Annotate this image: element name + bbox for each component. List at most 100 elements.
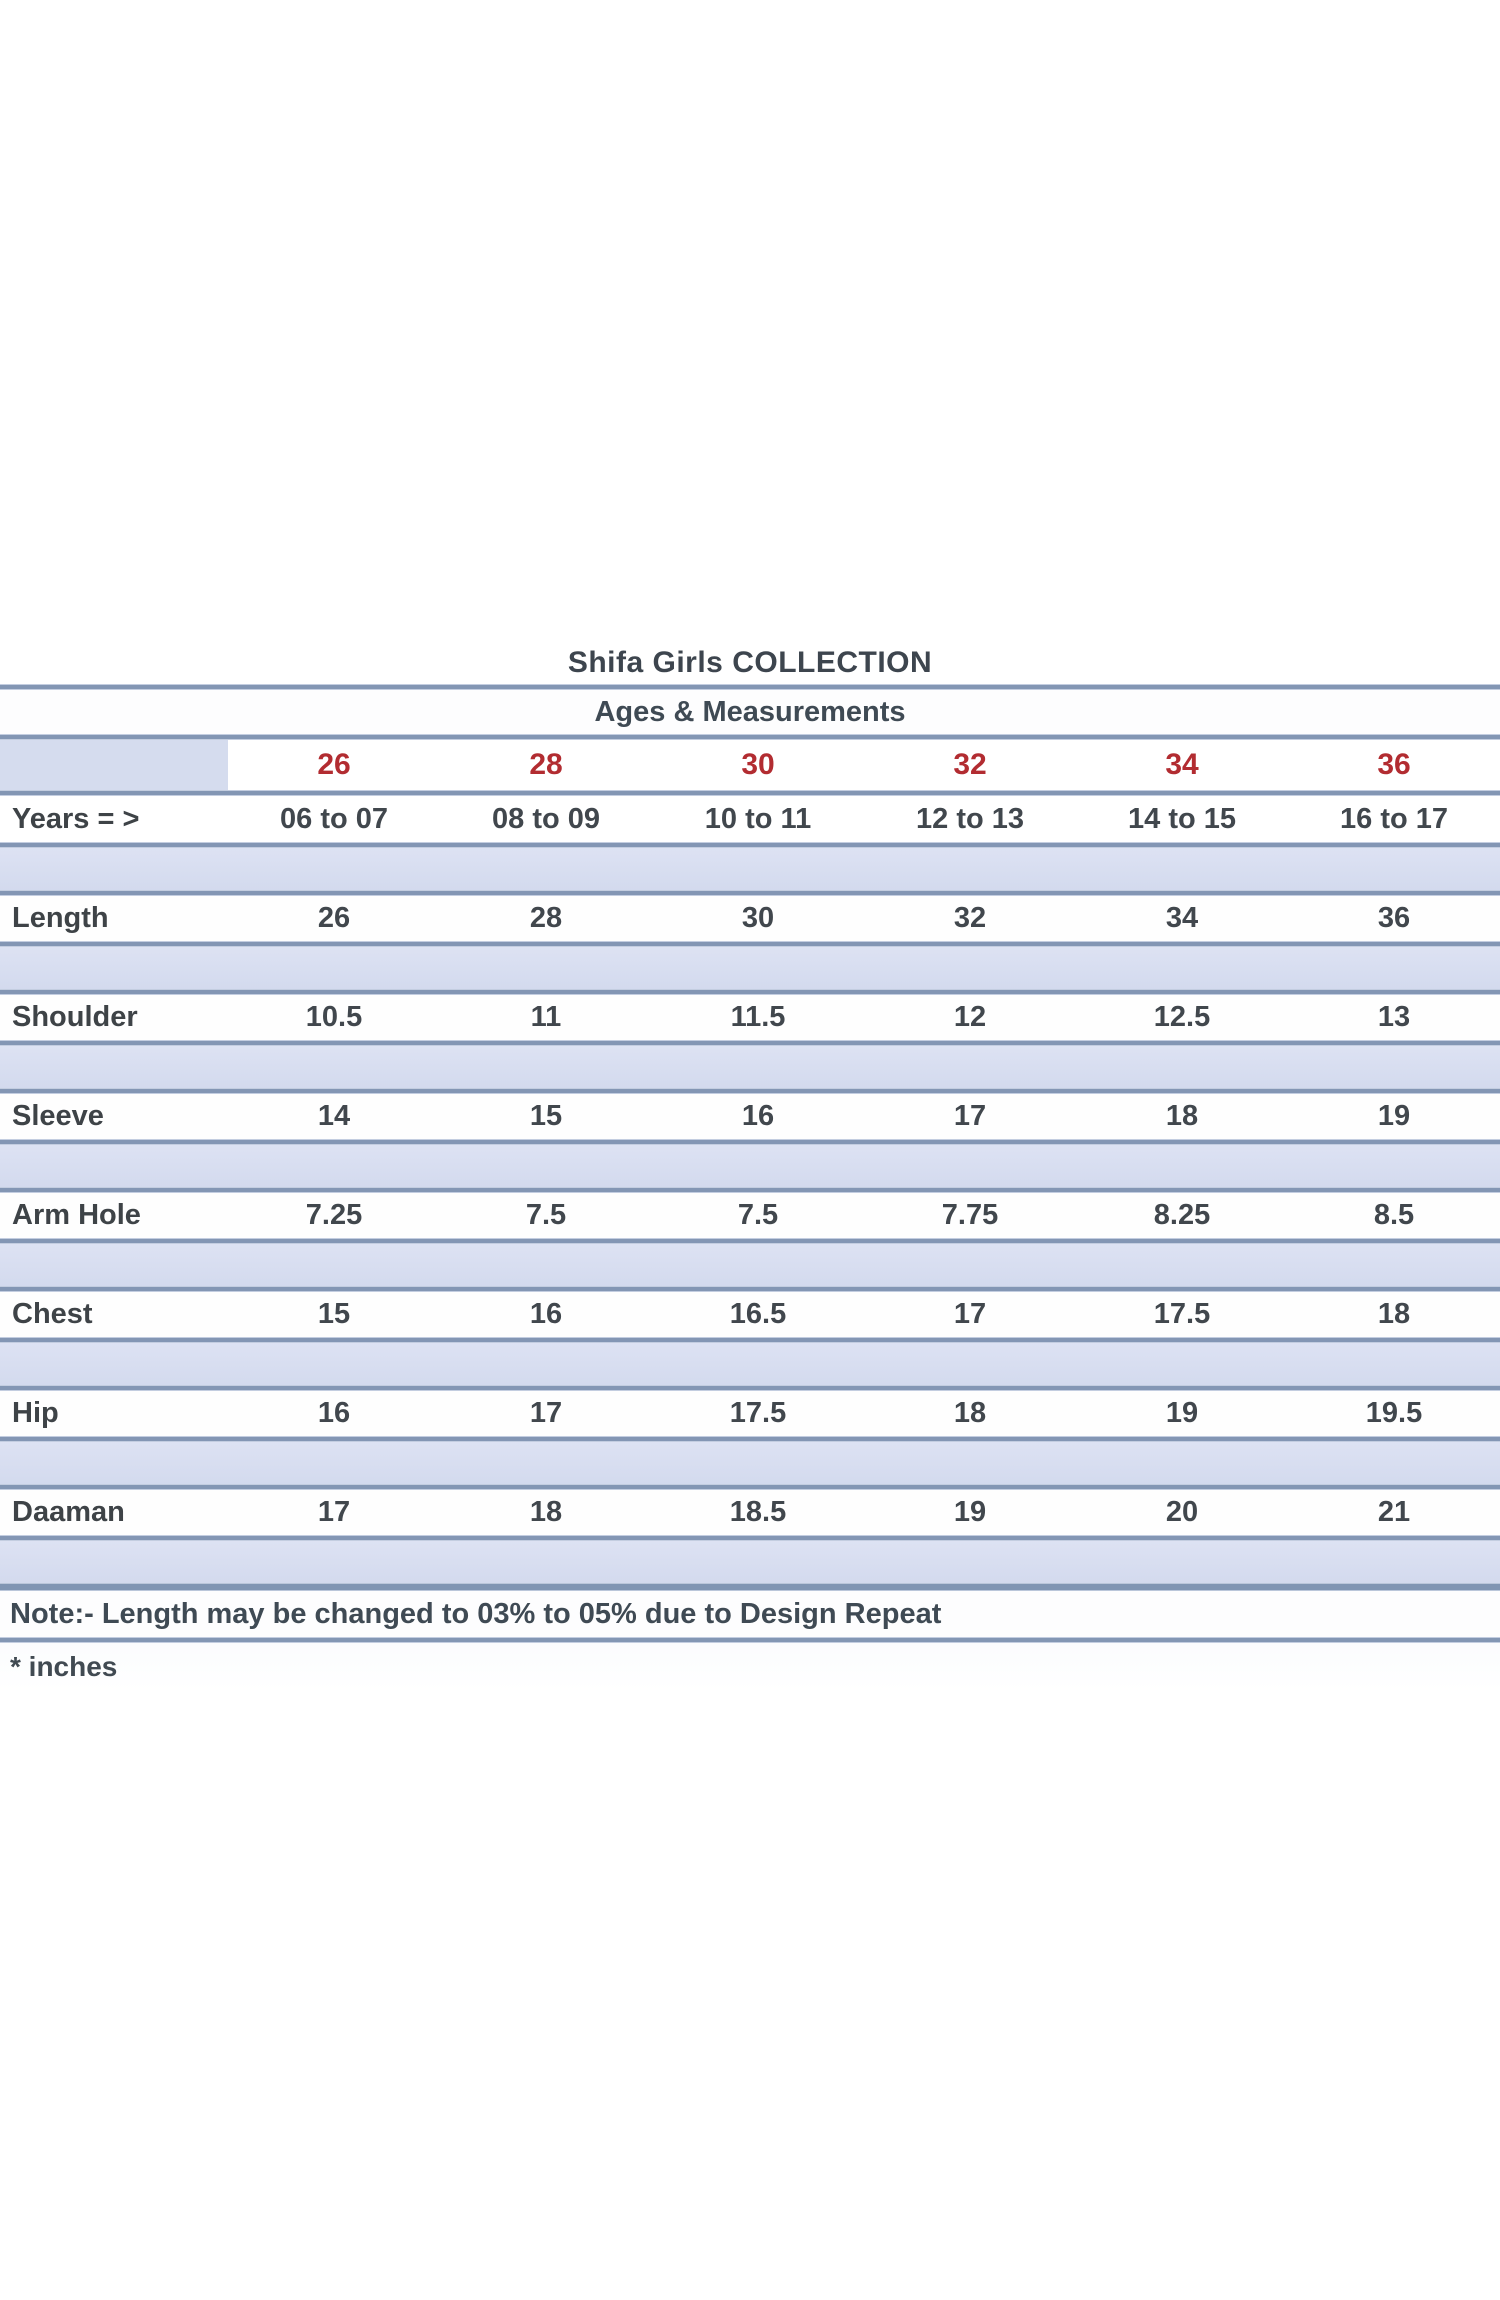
years-value: 08 to 09 — [492, 802, 600, 835]
measurement-value: 34 — [1165, 902, 1199, 934]
measurement-value: 15 — [317, 1298, 351, 1330]
divider — [0, 989, 1500, 995]
measurement-value: 13 — [1377, 1001, 1411, 1033]
spacer-band — [0, 848, 1500, 890]
table-row-hip: Hip 16 17 17.5 18 19 19.5 — [0, 1391, 1500, 1436]
table-row-length: Length 26 28 30 32 34 36 — [0, 896, 1500, 941]
measurement-value: 19 — [1165, 1397, 1199, 1429]
measurement-value: 7.75 — [941, 1199, 999, 1231]
measurement-value: 16.5 — [729, 1298, 787, 1330]
unit-note-text: * inches — [10, 1651, 118, 1682]
divider — [0, 1637, 1500, 1643]
measurement-value: 19 — [1377, 1100, 1411, 1132]
table-row-chest: Chest 15 16 16.5 17 17.5 18 — [0, 1292, 1500, 1337]
divider — [0, 1484, 1500, 1490]
measurement-value: 19.5 — [1365, 1397, 1423, 1429]
size-chart: Shifa Girls COLLECTION Ages & Measuremen… — [0, 642, 1500, 1691]
measurement-value: 7.25 — [305, 1199, 363, 1231]
divider — [0, 1139, 1500, 1145]
size-value: 36 — [1377, 748, 1411, 781]
measurement-value: 11 — [530, 1001, 562, 1033]
size-value: 34 — [1165, 748, 1199, 781]
measurement-value: 12 — [953, 1001, 987, 1033]
measurement-value: 10.5 — [305, 1001, 363, 1033]
row-label: Daaman — [12, 1496, 125, 1528]
measurement-value: 8.5 — [1373, 1199, 1415, 1231]
subtitle-row: Ages & Measurements — [0, 690, 1500, 734]
spacer-band — [0, 1343, 1500, 1385]
corner-cell — [0, 740, 228, 790]
measurement-value: 18 — [1165, 1100, 1199, 1132]
measurement-value: 17.5 — [1153, 1298, 1211, 1330]
spacer-band — [0, 1442, 1500, 1484]
divider — [0, 941, 1500, 947]
measurement-value: 36 — [1377, 902, 1411, 934]
row-label: Chest — [12, 1298, 93, 1330]
divider — [0, 1040, 1500, 1046]
spacer-band — [0, 1145, 1500, 1187]
unit-note-row: * inches — [0, 1643, 1500, 1691]
measurement-value: 28 — [529, 902, 563, 934]
measurement-value: 12.5 — [1153, 1001, 1211, 1033]
divider — [0, 684, 1500, 690]
row-label: Sleeve — [12, 1100, 104, 1132]
divider — [0, 842, 1500, 848]
divider — [0, 890, 1500, 896]
measurement-value: 18 — [1377, 1298, 1411, 1330]
measurement-value: 16 — [317, 1397, 351, 1429]
divider — [0, 1286, 1500, 1292]
divider — [0, 1535, 1500, 1541]
divider — [0, 1088, 1500, 1094]
divider — [0, 1337, 1500, 1343]
divider — [0, 790, 1500, 796]
table-row-daaman: Daaman 17 18 18.5 19 20 21 — [0, 1490, 1500, 1535]
years-header-row: Years = > 06 to 07 08 to 09 10 to 11 12 … — [0, 796, 1500, 842]
size-value: 30 — [741, 748, 775, 781]
measurement-value: 32 — [953, 902, 987, 934]
divider — [0, 734, 1500, 740]
divider — [0, 1385, 1500, 1391]
measurement-value: 16 — [529, 1298, 563, 1330]
page-subtitle: Ages & Measurements — [594, 695, 906, 728]
measurement-value: 7.5 — [737, 1199, 779, 1231]
spacer-band — [0, 1244, 1500, 1286]
measurement-value: 8.25 — [1153, 1199, 1211, 1231]
title-row: Shifa Girls COLLECTION — [0, 642, 1500, 684]
years-value: 06 to 07 — [280, 802, 388, 835]
divider-thick — [0, 1583, 1500, 1591]
row-label: Length — [12, 902, 109, 934]
table-row-sleeve: Sleeve 14 15 16 17 18 19 — [0, 1094, 1500, 1139]
spacer-band — [0, 1046, 1500, 1088]
years-value: 14 to 15 — [1128, 802, 1236, 835]
measurement-value: 14 — [317, 1100, 351, 1132]
divider — [0, 1436, 1500, 1442]
spacer-band — [0, 947, 1500, 989]
years-value: 12 to 13 — [916, 802, 1024, 835]
page-title: Shifa Girls COLLECTION — [567, 646, 933, 679]
measurement-value: 21 — [1377, 1496, 1411, 1528]
spacer-band — [0, 1541, 1500, 1583]
table-row-shoulder: Shoulder 10.5 11 11.5 12 12.5 13 — [0, 995, 1500, 1040]
row-label: Years = > — [12, 802, 140, 835]
note-text: Note:- Length may be changed to 03% to 0… — [10, 1597, 942, 1630]
measurement-value: 17 — [953, 1100, 987, 1132]
years-value: 10 to 11 — [704, 802, 812, 835]
divider — [0, 1238, 1500, 1244]
measurement-value: 18.5 — [729, 1496, 787, 1528]
size-header-row: 26 28 30 32 34 36 — [0, 740, 1500, 790]
measurement-value: 30 — [741, 902, 775, 934]
measurement-value: 17 — [953, 1298, 987, 1330]
size-value: 26 — [317, 748, 351, 781]
row-label: Shoulder — [12, 1001, 138, 1033]
measurement-value: 20 — [1165, 1496, 1199, 1528]
row-label: Arm Hole — [12, 1199, 141, 1231]
measurement-value: 11.5 — [730, 1001, 786, 1033]
size-value: 32 — [953, 748, 987, 781]
divider — [0, 1187, 1500, 1193]
measurement-value: 18 — [529, 1496, 563, 1528]
measurement-value: 19 — [953, 1496, 987, 1528]
measurement-value: 17 — [317, 1496, 351, 1528]
measurement-value: 16 — [741, 1100, 775, 1132]
measurement-value: 26 — [317, 902, 351, 934]
measurement-value: 17.5 — [729, 1397, 787, 1429]
